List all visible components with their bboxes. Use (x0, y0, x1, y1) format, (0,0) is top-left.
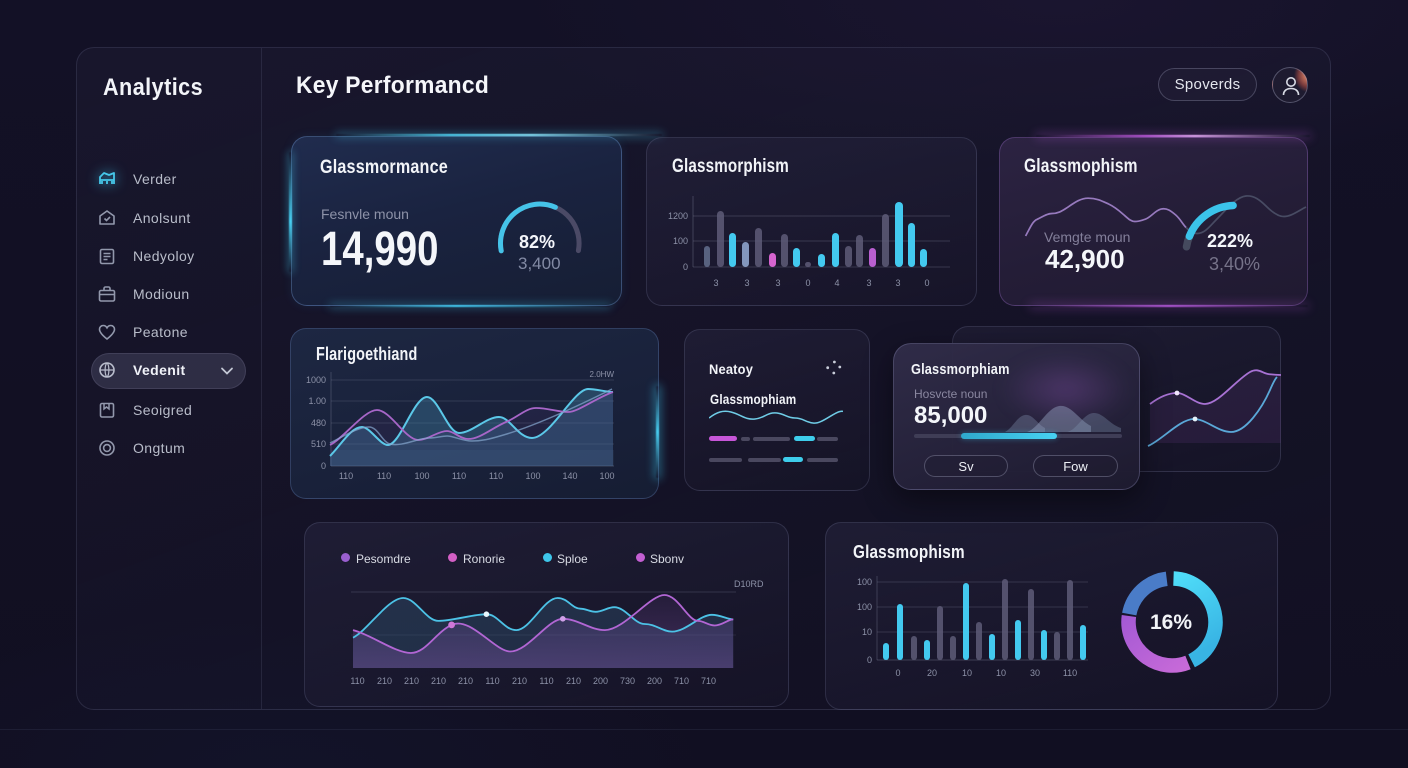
svg-text:210: 210 (458, 676, 473, 686)
svg-text:1.00: 1.00 (308, 396, 326, 406)
svg-text:730: 730 (620, 676, 635, 686)
svg-text:110: 110 (377, 471, 391, 481)
svg-text:10: 10 (862, 627, 872, 637)
svg-text:100: 100 (673, 236, 688, 246)
svg-text:3: 3 (895, 278, 900, 288)
svg-text:0: 0 (895, 668, 900, 678)
svg-text:16%: 16% (1150, 611, 1192, 634)
svg-text:110: 110 (452, 471, 466, 481)
svg-text:0: 0 (683, 262, 688, 272)
svg-text:110: 110 (350, 676, 364, 686)
svg-text:0: 0 (924, 278, 929, 288)
svg-text:100: 100 (525, 471, 540, 481)
svg-text:1200: 1200 (668, 211, 688, 221)
svg-text:30: 30 (1030, 668, 1040, 678)
svg-text:200: 200 (593, 676, 608, 686)
svg-text:210: 210 (431, 676, 446, 686)
svg-text:140: 140 (562, 471, 577, 481)
svg-text:3: 3 (713, 278, 718, 288)
svg-text:480: 480 (311, 418, 326, 428)
svg-text:110: 110 (485, 676, 499, 686)
svg-text:110: 110 (1063, 668, 1077, 678)
svg-text:0: 0 (321, 461, 326, 471)
svg-text:110: 110 (539, 676, 553, 686)
svg-text:710: 710 (701, 676, 716, 686)
svg-text:100: 100 (599, 471, 614, 481)
svg-text:10: 10 (962, 668, 972, 678)
svg-text:100: 100 (414, 471, 429, 481)
svg-text:3: 3 (866, 278, 871, 288)
svg-text:10: 10 (996, 668, 1006, 678)
svg-text:710: 710 (674, 676, 689, 686)
svg-text:510: 510 (311, 439, 326, 449)
svg-text:100: 100 (857, 602, 872, 612)
svg-text:210: 210 (377, 676, 392, 686)
svg-text:200: 200 (647, 676, 662, 686)
svg-text:4: 4 (834, 278, 839, 288)
svg-text:110: 110 (489, 471, 503, 481)
svg-text:100: 100 (857, 577, 872, 587)
svg-text:20: 20 (927, 668, 937, 678)
svg-text:210: 210 (404, 676, 419, 686)
svg-text:210: 210 (566, 676, 581, 686)
svg-text:3: 3 (775, 278, 780, 288)
svg-text:110: 110 (339, 471, 353, 481)
svg-text:1000: 1000 (306, 375, 326, 385)
svg-text:0: 0 (805, 278, 810, 288)
svg-text:3: 3 (744, 278, 749, 288)
svg-text:2.0HW: 2.0HW (590, 370, 615, 379)
svg-text:0: 0 (867, 655, 872, 665)
svg-text:210: 210 (512, 676, 527, 686)
